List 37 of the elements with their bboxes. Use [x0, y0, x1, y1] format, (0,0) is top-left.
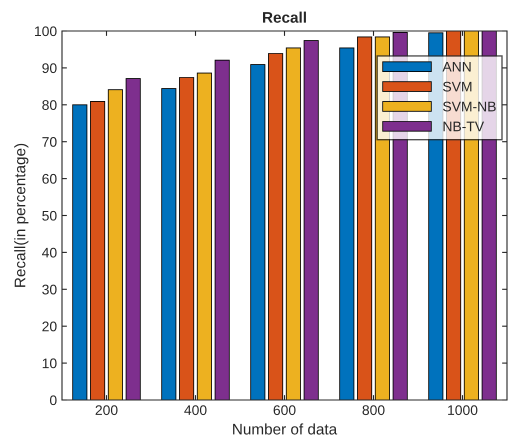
y-tick-label: 80 [42, 100, 57, 110]
bar [286, 48, 301, 400]
bar [108, 89, 123, 400]
y-tick-label: 40 [42, 248, 57, 258]
bar [126, 78, 141, 400]
y-tick-label: 20 [42, 322, 57, 332]
x-tick-label: 600 [274, 405, 296, 416]
x-tick-label: 800 [362, 405, 385, 416]
bar [304, 40, 319, 400]
x-tick-label: 1000 [448, 405, 478, 416]
y-tick-label: 50 [42, 210, 57, 221]
y-tick-label: 100 [35, 26, 57, 36]
bar [268, 53, 284, 400]
legend-label: SVM-NB [443, 102, 496, 112]
y-tick-label: 30 [42, 284, 57, 294]
y-tick-label: 70 [42, 137, 57, 147]
bar [339, 48, 354, 400]
chart-title: Recall [263, 12, 306, 23]
x-tick-label: 200 [96, 405, 118, 416]
bar [196, 72, 212, 400]
legend-label: ANN [442, 62, 471, 72]
x-axis-title: Number of data [233, 423, 338, 435]
bar [90, 101, 106, 400]
y-tick-label: 0 [50, 395, 57, 406]
legend-label: NB-TV [444, 122, 484, 132]
y-tick-label: 60 [42, 174, 57, 184]
bar [72, 104, 88, 400]
bar [214, 60, 230, 400]
y-tick-label: 90 [42, 63, 57, 74]
x-tick-label: 400 [184, 405, 207, 416]
bar [357, 36, 372, 400]
bar [179, 77, 194, 400]
bar [250, 64, 266, 400]
y-tick-label: 10 [42, 358, 57, 368]
bar [161, 88, 176, 400]
y-axis-title: Recall(in percentage) [14, 144, 28, 287]
legend-label: SVM [443, 82, 472, 92]
